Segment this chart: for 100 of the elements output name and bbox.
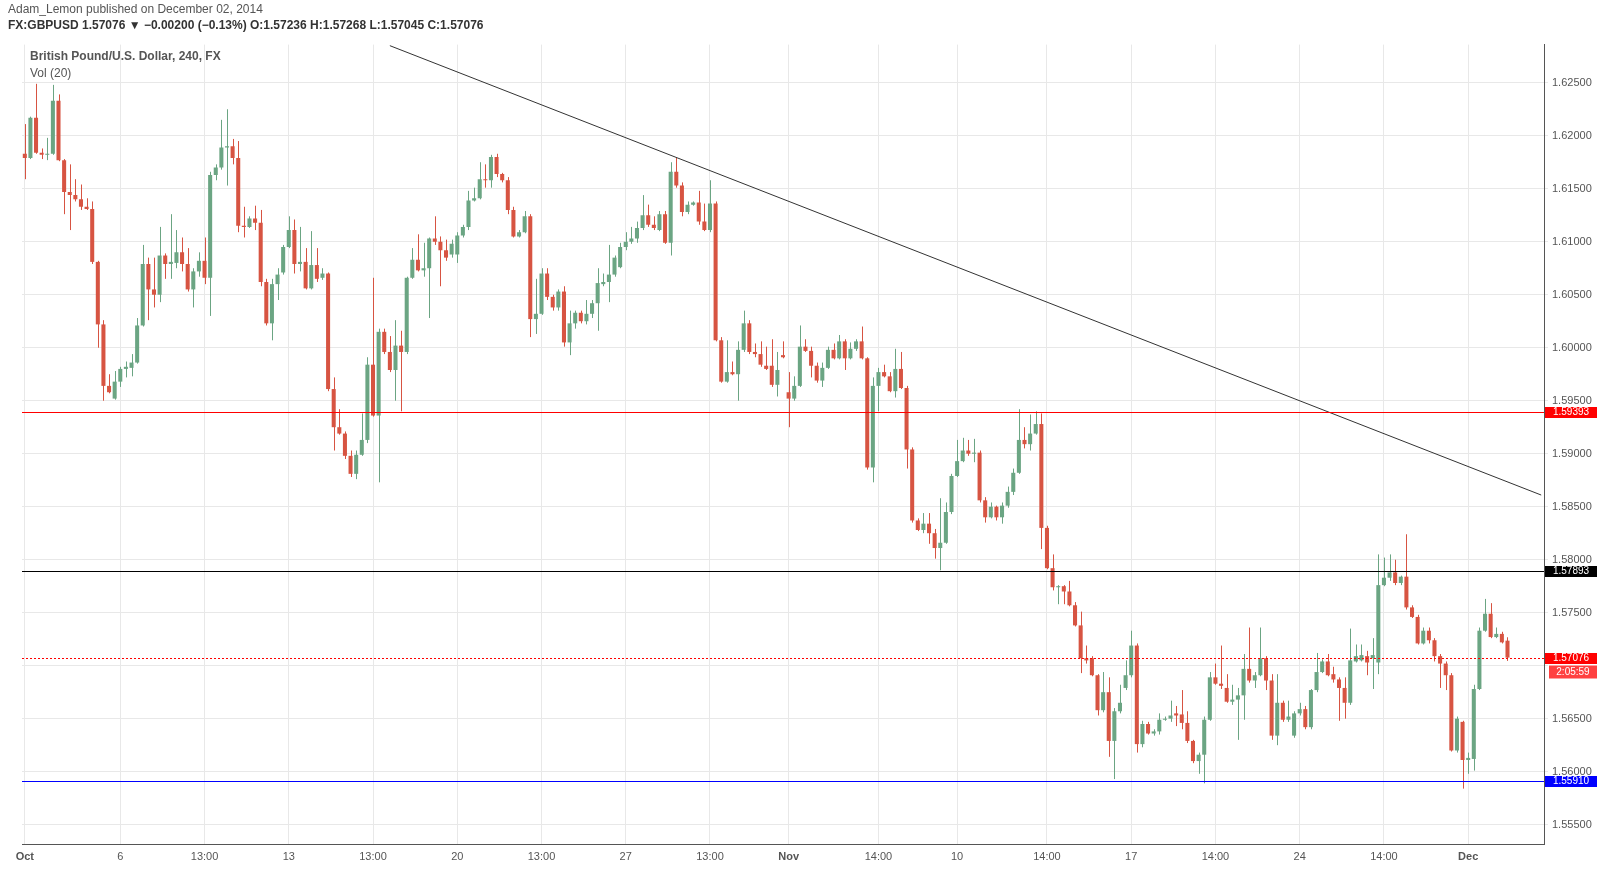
candlestick	[337, 408, 342, 436]
candlestick	[1488, 602, 1493, 639]
candlestick	[410, 247, 415, 280]
candlestick	[1117, 684, 1122, 714]
candlestick	[494, 153, 499, 178]
candlestick	[809, 346, 814, 378]
candlestick	[399, 330, 404, 412]
candlestick	[1286, 700, 1291, 723]
candlestick	[387, 335, 392, 373]
candlestick	[359, 412, 364, 457]
candlestick	[151, 257, 156, 308]
candlestick	[191, 267, 196, 308]
candlestick	[1157, 712, 1162, 736]
candlestick	[1443, 660, 1448, 691]
y-tick-label: 1.60500	[1552, 287, 1592, 300]
candlestick	[522, 210, 527, 234]
x-tick-label: 13:00	[359, 850, 387, 863]
candlestick	[837, 334, 842, 360]
candlestick	[477, 161, 482, 200]
candlestick	[573, 310, 578, 330]
candlestick	[1056, 584, 1061, 605]
candlestick	[927, 512, 932, 545]
candlestick	[382, 328, 387, 355]
candlestick	[769, 338, 774, 388]
candlestick	[415, 233, 420, 272]
y-tick-label: 1.56000	[1552, 764, 1592, 777]
candlestick	[567, 310, 572, 356]
candlestick	[623, 231, 628, 251]
candlestick	[674, 157, 679, 189]
candlestick	[196, 251, 201, 278]
candlestick	[78, 184, 83, 211]
candlestick	[180, 237, 185, 272]
y-tick-label: 1.56500	[1552, 711, 1592, 724]
candlestick	[1381, 557, 1386, 587]
candlestick	[286, 215, 291, 249]
y-tick-label: 1.58000	[1552, 552, 1592, 565]
candlestick	[1280, 700, 1285, 723]
candlestick	[219, 119, 224, 171]
candlestick	[202, 237, 207, 285]
candlestick	[758, 340, 763, 368]
candlestick	[1314, 652, 1319, 693]
chart-title: FX:GBPUSD 1.57076 ▼ −0.00200 (−0.13%) O:1.57236 H:1.57268 L:1.57045 C:1.57076	[8, 17, 485, 34]
candlestick	[590, 299, 595, 319]
candlestick	[309, 230, 314, 290]
x-tick-label: Oct	[15, 850, 35, 863]
ref-line-label: 1.55910	[1552, 775, 1590, 787]
candlestick	[342, 430, 347, 460]
candlestick	[1432, 637, 1437, 662]
candlestick	[1067, 580, 1072, 607]
candlestick	[22, 123, 27, 180]
candlestick	[1101, 671, 1106, 713]
candlestick	[107, 373, 112, 394]
y-tick-label: 1.57500	[1552, 605, 1592, 618]
candlestick	[314, 247, 319, 283]
y-tick-label: 1.58500	[1552, 499, 1592, 512]
x-tick-label: 14:00	[1201, 850, 1230, 863]
candlestick	[1342, 676, 1347, 720]
candlestick	[859, 326, 864, 360]
candlestick	[275, 267, 280, 301]
candlestick	[241, 206, 246, 238]
candlestick	[876, 367, 881, 412]
text: 2:05:59	[1556, 666, 1591, 678]
candlestick	[792, 375, 797, 402]
chart-subtitle: Adam_Lemon published on December 02, 2014	[8, 2, 264, 17]
candlestick	[556, 288, 561, 312]
candlestick	[1028, 413, 1033, 452]
y-tick-label: 1.62000	[1552, 128, 1592, 141]
candlestick	[1022, 426, 1027, 449]
candlestick	[1213, 663, 1218, 686]
candlestick	[893, 348, 898, 399]
x-tick-label: 24	[1293, 850, 1306, 863]
candlestick	[696, 190, 701, 226]
candlestick	[938, 497, 943, 571]
x-tick-label: 14:00	[1033, 850, 1061, 863]
x-tick-label: 13:00	[696, 850, 724, 863]
x-tick-label: Dec	[1458, 850, 1479, 863]
candlestick	[1185, 710, 1190, 744]
candlestick	[1438, 653, 1443, 689]
candlestick	[1393, 559, 1398, 586]
candlestick	[533, 278, 538, 335]
candlestick	[1033, 410, 1038, 436]
candlestick	[606, 244, 611, 303]
candlestick	[1005, 486, 1010, 509]
candlestick	[842, 338, 847, 371]
candlestick	[1123, 659, 1128, 691]
candlestick	[1263, 655, 1269, 691]
candlestick	[764, 346, 769, 371]
candlestick	[67, 163, 72, 231]
candlestick	[163, 252, 168, 280]
candlestick	[820, 362, 825, 388]
x-tick-label: 17	[1125, 850, 1138, 863]
candlestick	[646, 204, 651, 228]
candlestick	[1292, 710, 1297, 739]
candlestick	[483, 163, 488, 189]
candlestick	[1303, 705, 1308, 730]
ref-line-label: 1.57076	[1552, 652, 1590, 664]
candlestick	[1089, 655, 1094, 677]
candlestick	[634, 221, 639, 244]
candlestick	[354, 450, 359, 480]
candlestick	[1073, 601, 1078, 627]
